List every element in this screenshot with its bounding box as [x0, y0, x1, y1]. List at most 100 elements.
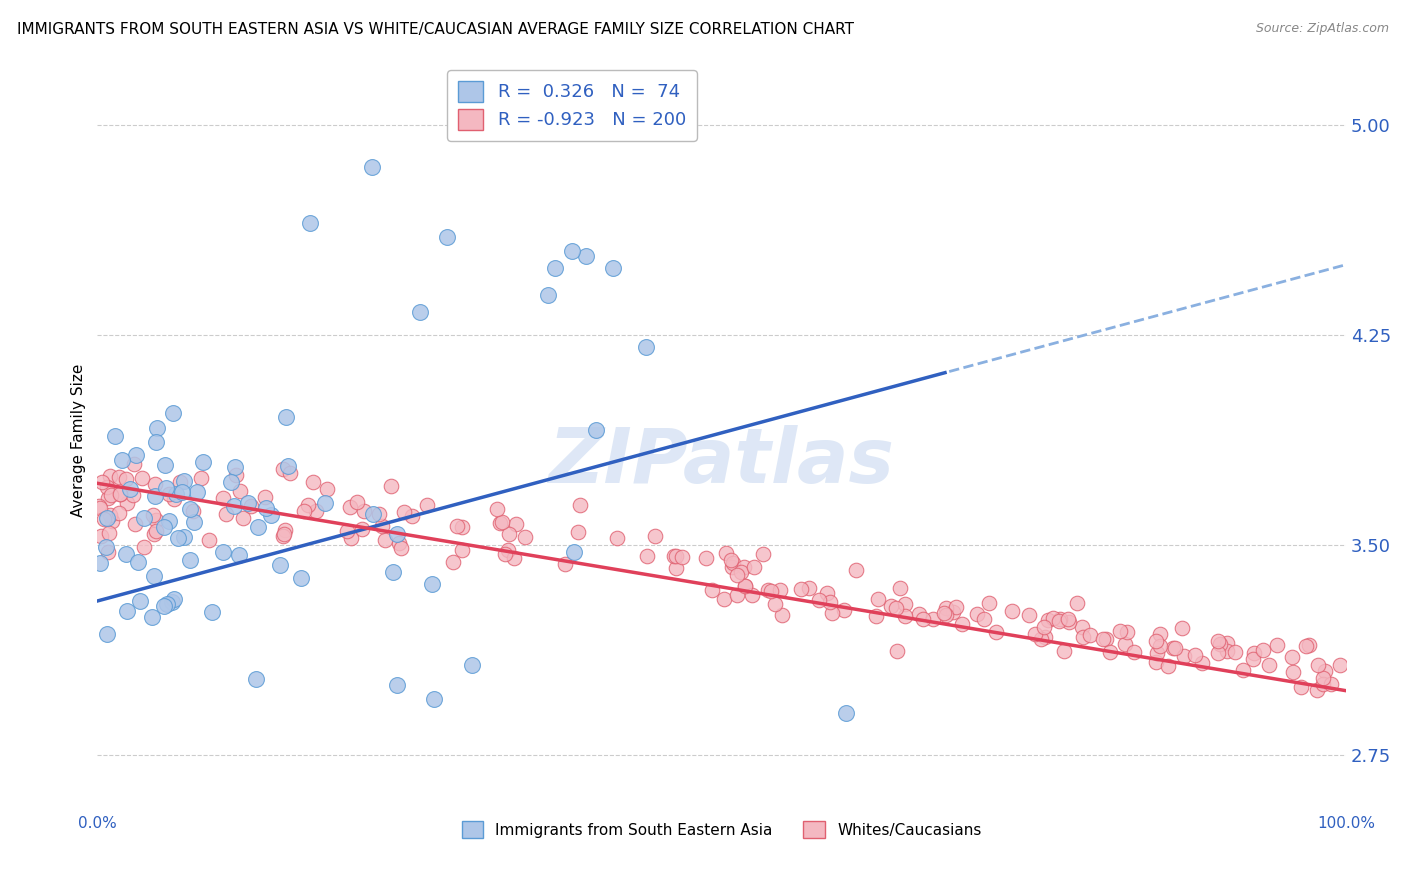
Point	[486, 501, 509, 516]
Point	[128, 593, 150, 607]
Point	[382, 566, 405, 580]
Point	[269, 558, 291, 572]
Point	[973, 612, 995, 626]
Point	[346, 495, 368, 509]
Point	[100, 487, 122, 501]
Point	[889, 581, 911, 595]
Point	[505, 517, 527, 532]
Point	[246, 519, 269, 533]
Point	[292, 504, 315, 518]
Point	[1164, 640, 1187, 655]
Point	[371, 519, 394, 533]
Point	[759, 583, 782, 598]
Point	[1018, 607, 1040, 622]
Point	[1092, 632, 1115, 646]
Point	[770, 608, 793, 623]
Point	[115, 547, 138, 561]
Point	[155, 481, 177, 495]
Point	[225, 467, 247, 482]
Point	[1070, 620, 1092, 634]
Point	[153, 520, 176, 534]
Point	[143, 526, 166, 541]
Point	[1149, 639, 1171, 653]
Point	[108, 470, 131, 484]
Point	[1114, 637, 1136, 651]
Point	[361, 160, 384, 174]
Point	[488, 516, 510, 530]
Point	[1258, 658, 1281, 673]
Point	[97, 545, 120, 559]
Point	[496, 542, 519, 557]
Point	[1312, 671, 1334, 685]
Point	[1313, 664, 1336, 678]
Point	[845, 563, 868, 577]
Point	[163, 592, 186, 607]
Point	[832, 603, 855, 617]
Point	[420, 577, 443, 591]
Point	[87, 499, 110, 513]
Point	[93, 512, 115, 526]
Point	[389, 541, 412, 556]
Point	[423, 692, 446, 706]
Point	[730, 565, 752, 579]
Point	[114, 472, 136, 486]
Point	[1208, 646, 1230, 660]
Point	[865, 609, 887, 624]
Point	[1216, 644, 1239, 658]
Point	[173, 530, 195, 544]
Point	[665, 549, 688, 563]
Point	[790, 582, 813, 597]
Point	[222, 499, 245, 513]
Point	[1122, 644, 1144, 658]
Point	[908, 607, 931, 622]
Point	[179, 502, 201, 516]
Point	[1066, 596, 1088, 610]
Point	[145, 524, 167, 538]
Point	[1108, 624, 1130, 638]
Point	[98, 469, 121, 483]
Point	[1320, 677, 1343, 691]
Point	[756, 582, 779, 597]
Point	[567, 524, 589, 539]
Point	[274, 523, 297, 537]
Point	[741, 588, 763, 602]
Point	[695, 551, 717, 566]
Point	[568, 498, 591, 512]
Point	[374, 533, 396, 547]
Point	[1056, 612, 1078, 626]
Point	[636, 341, 658, 355]
Point	[170, 485, 193, 500]
Point	[125, 448, 148, 462]
Point	[1209, 637, 1232, 651]
Point	[700, 583, 723, 598]
Point	[1029, 632, 1052, 646]
Point	[1032, 620, 1054, 634]
Point	[219, 475, 242, 489]
Point	[94, 540, 117, 554]
Point	[190, 470, 212, 484]
Point	[104, 429, 127, 443]
Point	[1312, 677, 1334, 691]
Point	[1042, 611, 1064, 625]
Point	[984, 624, 1007, 639]
Point	[229, 483, 252, 498]
Point	[352, 522, 374, 536]
Point	[1281, 665, 1303, 679]
Point	[108, 506, 131, 520]
Point	[131, 471, 153, 485]
Point	[1265, 639, 1288, 653]
Point	[380, 478, 402, 492]
Point	[665, 560, 688, 574]
Point	[1232, 663, 1254, 677]
Point	[977, 596, 1000, 610]
Point	[132, 541, 155, 555]
Point	[935, 600, 957, 615]
Point	[932, 606, 955, 620]
Point	[111, 452, 134, 467]
Point	[460, 657, 482, 672]
Point	[721, 557, 744, 571]
Point	[290, 571, 312, 585]
Point	[1033, 630, 1056, 644]
Point	[363, 508, 385, 522]
Point	[96, 510, 118, 524]
